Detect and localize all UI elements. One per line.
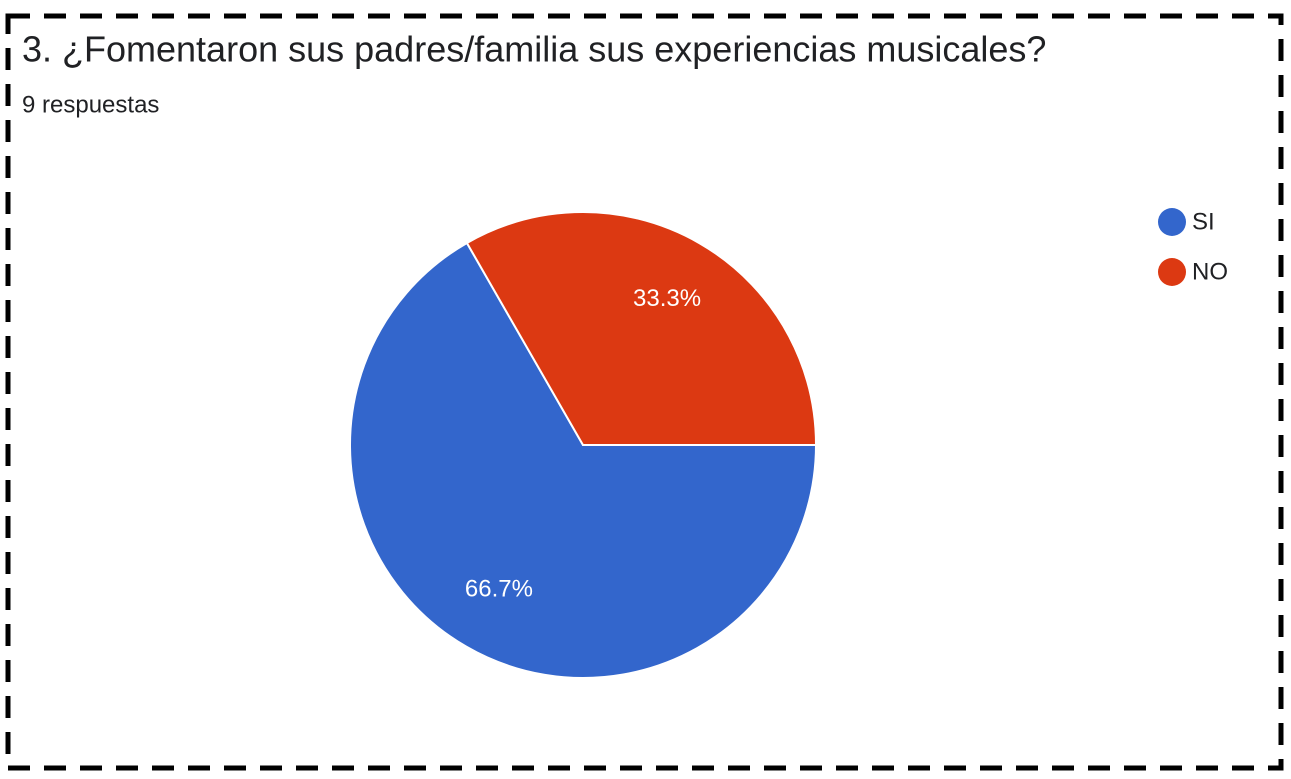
legend-swatch bbox=[1158, 258, 1186, 286]
slice-label: 66.7% bbox=[465, 576, 533, 603]
pie-slice bbox=[349, 241, 818, 679]
pie-slice bbox=[465, 211, 818, 446]
legend-label: SI bbox=[1192, 208, 1215, 235]
slice-label: 33.3% bbox=[633, 285, 701, 312]
legend-swatch bbox=[1158, 208, 1186, 236]
legend-label: NO bbox=[1192, 258, 1228, 285]
chart-title: 3. ¿Fomentaron sus padres/familia sus ex… bbox=[22, 29, 1046, 70]
dashed-border bbox=[5, 13, 1284, 771]
chart-subtitle: 9 respuestas bbox=[22, 91, 159, 118]
